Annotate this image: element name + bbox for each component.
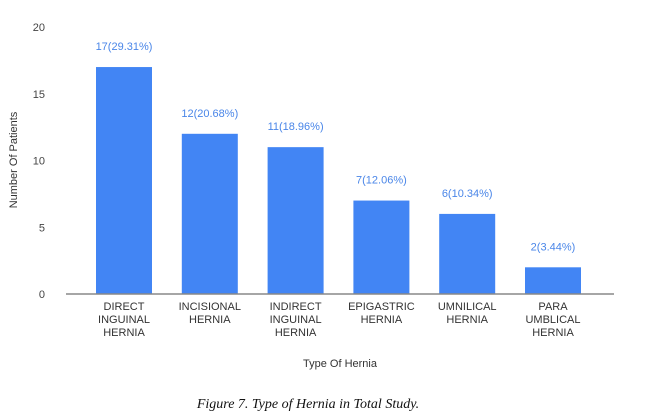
data-label: 2(3.44%) bbox=[531, 241, 576, 253]
x-tick-label: INCISIONAL HERNIA bbox=[179, 301, 241, 326]
y-tick-label: 20 bbox=[33, 22, 45, 34]
bar bbox=[181, 133, 238, 294]
x-axis-label: Type Of Hernia bbox=[303, 358, 378, 370]
bar bbox=[439, 213, 496, 294]
data-label: 17(29.31%) bbox=[96, 41, 153, 53]
figure-caption: Figure 7. Type of Hernia in Total Study. bbox=[196, 397, 419, 412]
x-tick-label: EPIGASTRIC HERNIA bbox=[348, 301, 415, 326]
y-axis: 0 5 10 15 20 bbox=[33, 22, 45, 301]
bar bbox=[525, 267, 581, 294]
x-tick-label: UMNILICAL HERNIA bbox=[438, 301, 497, 326]
y-tick-label: 5 bbox=[39, 222, 45, 234]
y-tick-label: 10 bbox=[33, 156, 45, 168]
bars: 17(29.31%) 12(20.68%) 11(18.96%) 7(12.06%) 6… bbox=[96, 41, 581, 294]
y-axis-label: Number Of Patients bbox=[8, 111, 20, 208]
data-label: 11(18.96%) bbox=[268, 121, 324, 133]
bar bbox=[353, 200, 410, 294]
bar bbox=[267, 147, 324, 294]
data-label: 12(20.68%) bbox=[181, 108, 238, 120]
y-tick-label: 0 bbox=[39, 289, 45, 301]
data-label: 7(12.06%) bbox=[356, 175, 407, 187]
x-tick-label: INDIRECT INGUINAL HERNIA bbox=[270, 301, 322, 339]
y-tick-label: 15 bbox=[33, 89, 45, 101]
x-axis-categories: DIRECT INGUINAL HERNIA INCISIONAL HERNIA INDI… bbox=[98, 301, 581, 339]
data-label: 6(10.34%) bbox=[442, 188, 493, 200]
x-tick-label: PARA UMBLICAL HERNIA bbox=[525, 301, 580, 339]
x-tick-label: DIRECT INGUINAL HERNIA bbox=[98, 301, 150, 339]
bar bbox=[96, 67, 152, 294]
